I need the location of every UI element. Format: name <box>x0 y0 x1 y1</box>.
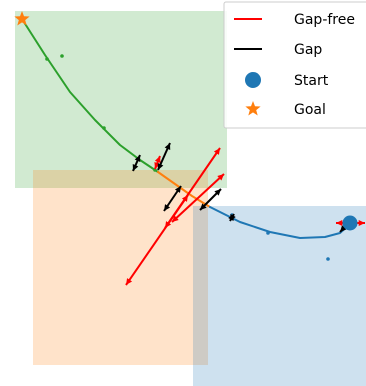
gap-arrow-8 <box>163 185 182 212</box>
gap-free-arrow-3 <box>171 173 225 223</box>
gap-arrow-7 <box>157 142 171 171</box>
arrow-head <box>172 215 179 222</box>
gap-arrow-10 <box>228 213 236 222</box>
legend-box <box>223 1 366 129</box>
goal-marker <box>14 11 30 26</box>
gap-arrow-9 <box>199 188 222 211</box>
legend-gap-label: Gap <box>294 42 322 58</box>
arrow-head <box>214 189 221 196</box>
arrow-shaft <box>171 173 225 223</box>
waypoint-6 <box>326 257 330 261</box>
vector-layer <box>125 142 365 286</box>
arrow-head <box>336 219 343 227</box>
trajectory-segment-3 <box>209 206 351 239</box>
arrow-head <box>230 214 236 221</box>
region-2 <box>33 170 208 365</box>
arrow-head <box>200 203 207 210</box>
legend: Gap-free Gap Start Goal <box>223 1 366 129</box>
legend-start-swatch <box>245 72 261 88</box>
region-1 <box>15 11 227 188</box>
gap-free-arrow-2 <box>164 147 221 229</box>
region-3 <box>193 206 366 386</box>
arrow-head <box>154 156 161 163</box>
arrow-head <box>213 148 220 155</box>
waypoint-5 <box>266 231 270 235</box>
arrow-head <box>134 155 141 162</box>
legend-start-label: Start <box>294 73 329 89</box>
legend-goal-swatch <box>245 101 261 116</box>
legend-gap-free-label: Gap-free <box>294 12 355 28</box>
trajectory-segment-2 <box>157 171 211 208</box>
arrow-head <box>132 164 139 171</box>
arrow-head <box>164 204 171 211</box>
arrow-head <box>358 219 365 227</box>
marker-layer <box>14 11 358 231</box>
arrow-head <box>165 221 172 228</box>
waypoint-3 <box>102 126 106 130</box>
arrow-head <box>340 225 347 232</box>
regions-layer <box>15 11 366 386</box>
waypoint-2 <box>60 54 64 58</box>
waypoint-1 <box>45 57 49 61</box>
arrow-head <box>157 163 164 170</box>
arrow-head <box>126 278 133 285</box>
start-marker <box>342 215 358 231</box>
arrow-head <box>174 186 181 193</box>
gap-arrow-6 <box>132 154 141 172</box>
legend-goal-label: Goal <box>294 102 326 118</box>
arrow-head <box>217 174 224 181</box>
arrow-head <box>164 143 171 150</box>
arrow-shaft <box>164 147 221 229</box>
